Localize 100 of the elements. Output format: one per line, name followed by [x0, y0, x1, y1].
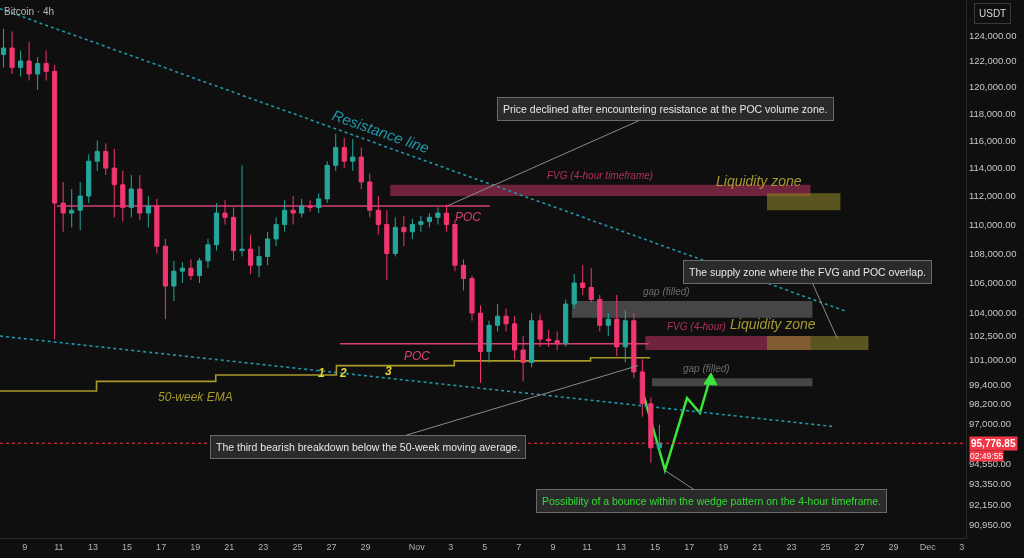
x-tick-label: 19	[718, 541, 729, 552]
candlestick	[205, 238, 211, 269]
candlestick	[162, 238, 168, 320]
candlestick	[486, 320, 492, 363]
annotation: The supply zone where the FVG and POC overlap.	[689, 266, 926, 278]
candlestick	[639, 358, 645, 418]
candlestick	[128, 174, 134, 218]
candlestick	[324, 160, 330, 204]
band-label: Liquidity zone	[716, 173, 802, 189]
y-tick-label: 90,950.00	[968, 519, 1012, 531]
band-label: gap (filled)	[683, 363, 730, 374]
candlestick	[529, 312, 535, 368]
candlestick	[563, 299, 569, 348]
x-tick-label: 27	[326, 541, 337, 552]
candlestick	[571, 273, 577, 310]
candlestick	[213, 202, 220, 252]
candlestick	[375, 195, 381, 236]
x-tick-label: 9	[550, 541, 556, 552]
y-tick-label: 92,150.00	[968, 498, 1012, 510]
candlestick	[265, 231, 271, 266]
y-tick-label: 110,000.00	[968, 218, 1016, 230]
candlestick	[171, 260, 177, 302]
candlestick	[154, 198, 160, 254]
candlestick	[537, 314, 543, 348]
candlestick	[247, 234, 254, 275]
y-tick-label: 120,000.00	[968, 81, 1017, 93]
x-tick-label: 9	[22, 541, 28, 552]
candlestick	[452, 219, 458, 272]
y-tick-label: 104,000.00	[968, 307, 1017, 319]
candlestick	[188, 258, 194, 281]
y-tick-label: 97,000.00	[968, 417, 1012, 429]
candlestick	[273, 216, 279, 247]
candlestick	[69, 188, 75, 228]
ref-line-label: 95,776.85	[971, 438, 1016, 449]
candlestick	[426, 212, 432, 228]
x-tick-label: Nov	[408, 541, 426, 552]
candlestick	[282, 199, 288, 233]
annotation: Price declined after encountering resistance at the POC volume zone.	[503, 103, 828, 115]
candlestick	[239, 164, 245, 257]
x-tick-label: 17	[684, 541, 695, 552]
candlestick	[307, 199, 313, 213]
candlestick	[0, 28, 7, 68]
y-tick-label: 124,000.00	[968, 29, 1017, 41]
y-axis-title: USDT	[979, 8, 1007, 19]
candlestick	[546, 329, 552, 348]
candlestick	[230, 206, 237, 262]
y-tick-label: 101,000.00	[968, 353, 1017, 365]
series-label: POC	[404, 349, 431, 363]
x-tick-label: 23	[258, 541, 269, 552]
y-tick-label: 102,500.00	[968, 330, 1017, 342]
x-tick-label: 7	[516, 541, 522, 552]
candlestick	[145, 195, 151, 228]
candlestick	[409, 218, 415, 240]
y-tick-label: 98,200.00	[968, 398, 1012, 410]
x-tick-label: 15	[650, 541, 661, 552]
y-tick-label: 116,000.00	[968, 134, 1016, 146]
y-tick-label: 118,000.00	[968, 107, 1016, 119]
x-tick-label: 11	[54, 541, 64, 552]
candlestick	[137, 174, 143, 221]
candlestick	[179, 261, 185, 284]
candlestick	[26, 41, 32, 81]
y-tick-label: 112,000.00	[968, 190, 1016, 202]
candlestick	[111, 148, 117, 218]
candlestick	[94, 140, 100, 172]
x-tick-label: 27	[854, 541, 865, 552]
x-tick-label: Dec	[919, 541, 937, 552]
annotation: The third bearish breakdown below the 50-week moving average.	[216, 441, 521, 453]
candlestick	[9, 30, 15, 75]
x-tick-label: 21	[224, 541, 235, 552]
y-tick-label: 99,400.00	[968, 378, 1012, 390]
candlestick	[384, 209, 390, 281]
y-tick-label: 106,000.00	[968, 277, 1017, 289]
x-tick-label: 25	[292, 541, 303, 552]
y-tick-label: 122,000.00	[968, 55, 1017, 67]
series-label: POC	[455, 210, 482, 224]
candlestick	[358, 146, 364, 190]
band-label: gap (filled)	[643, 286, 690, 297]
x-tick-label: 29	[888, 541, 899, 552]
annotation: Possibility of a bounce within the wedge pattern on the 4-hour timeframe.	[542, 495, 882, 507]
x-tick-label: 19	[190, 541, 201, 552]
candlestick	[554, 330, 560, 351]
candlestick	[631, 312, 637, 379]
x-tick-label: 15	[122, 541, 133, 552]
candlestick	[477, 305, 484, 384]
candlestick	[460, 258, 467, 291]
candlestick	[614, 294, 620, 357]
candlestick	[622, 309, 628, 363]
candlestick	[77, 181, 83, 231]
candlestick	[435, 206, 441, 226]
band-label: FVG (4-hour timeframe)	[547, 170, 654, 181]
x-tick-label: 13	[616, 541, 627, 552]
candlestick	[120, 170, 126, 223]
x-tick-label: 11	[582, 541, 592, 552]
candlestick	[256, 245, 262, 278]
x-tick-label: 29	[360, 541, 371, 552]
x-tick-label: 25	[820, 541, 831, 552]
candlestick	[656, 424, 662, 454]
candlestick	[35, 56, 41, 91]
candlestick	[86, 153, 92, 204]
x-tick-label: 23	[786, 541, 797, 552]
